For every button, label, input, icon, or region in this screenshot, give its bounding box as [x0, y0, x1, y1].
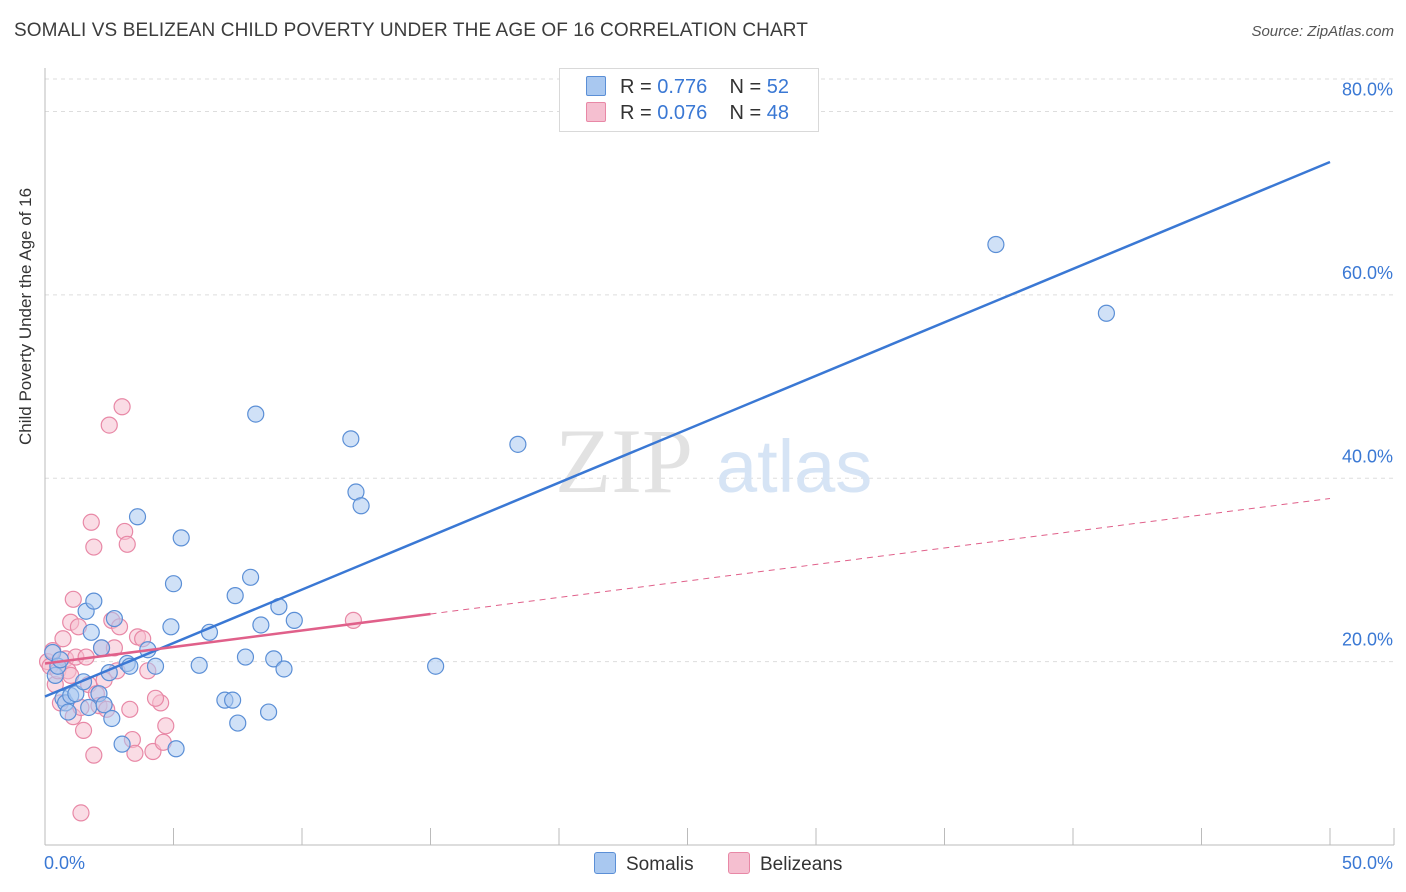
y-tick-label: 60.0% [1342, 263, 1393, 283]
belizean-legend-label: Belizeans [760, 854, 843, 875]
bottom-legend-somali: Somalis [594, 852, 694, 876]
somali-point [59, 703, 77, 721]
watermark-atlas: atlas [716, 425, 872, 508]
somali-point [113, 735, 131, 753]
somali-point [103, 709, 121, 728]
somali-point [226, 587, 244, 605]
somali-point [285, 611, 303, 629]
belizean-point [100, 416, 118, 434]
belizean-point [344, 611, 362, 629]
somali-point [82, 623, 100, 641]
somali-trend-line [44, 160, 1331, 698]
points-layer [38, 235, 1116, 822]
belizean-point [74, 721, 93, 739]
somali-point [252, 616, 270, 634]
belizean-legend-swatch [728, 852, 750, 874]
somali-point [236, 648, 255, 666]
somali-point [259, 703, 278, 721]
somali-point [229, 714, 247, 732]
belizean-trend-line [44, 612, 431, 665]
trend-layer [44, 160, 1331, 698]
belizean-swatch [586, 102, 606, 122]
somali-point [224, 691, 242, 709]
belizean-point [82, 513, 100, 531]
bottom-legend-belizean: Belizeans [728, 852, 842, 876]
somali-point [162, 618, 180, 636]
somali-point [190, 656, 208, 674]
somali-point [92, 639, 111, 657]
somali-point [85, 592, 103, 610]
somali-point [164, 575, 183, 593]
belizean-point [85, 746, 103, 764]
somali-point [172, 529, 190, 547]
somali-point [247, 405, 265, 423]
somali-swatch [586, 76, 606, 96]
stats-legend: R = 0.776 N = 52 R = 0.076 N = 48 [559, 68, 819, 132]
somali-n-label: N = [729, 76, 762, 98]
belizean-point [72, 804, 90, 822]
somali-point [95, 696, 113, 714]
belizean-point [118, 535, 136, 553]
belizean-point [126, 744, 144, 762]
source-label: Source: ZipAtlas.com [1251, 23, 1394, 40]
y-tick-label: 80.0% [1342, 80, 1393, 100]
belizean-r-value: 0.076 [657, 102, 708, 124]
axis-layer [44, 68, 1395, 846]
belizean-r-label: R = [620, 102, 652, 124]
somali-n-value: 52 [766, 76, 790, 98]
x-tick-label-min: 0.0% [44, 853, 85, 873]
x-tick-label-max: 50.0% [1342, 853, 1393, 873]
tick-label-layer: 20.0% 40.0% 60.0% 80.0% 0.0% 50.0% [44, 80, 1393, 873]
watermark: ZIP atlas [555, 410, 872, 512]
watermark-zip: ZIP [555, 410, 693, 512]
somali-legend-label: Somalis [626, 854, 694, 875]
somali-point [342, 430, 360, 448]
belizean-point [113, 398, 131, 416]
somali-r-label: R = [620, 76, 652, 98]
somali-point [80, 698, 98, 717]
belizean-n-label: N = [729, 102, 762, 124]
y-tick-label: 20.0% [1342, 630, 1393, 650]
somali-r-value: 0.776 [657, 76, 708, 98]
legend-row-belizean: R = 0.076 N = 48 [586, 102, 789, 126]
somali-legend-swatch [594, 852, 616, 874]
belizean-point [64, 590, 82, 608]
somali-point [167, 740, 185, 758]
legend-row-somali: R = 0.776 N = 52 [586, 76, 789, 100]
belizean-n-value: 48 [766, 102, 790, 124]
somali-point [105, 609, 123, 628]
somali-point [427, 657, 445, 675]
somali-point [275, 660, 293, 678]
belizean-point [146, 689, 165, 707]
somali-point [146, 657, 165, 675]
belizean-trend-line-extrapolated [430, 497, 1331, 615]
somali-point [352, 497, 370, 515]
somali-point [987, 235, 1005, 254]
somali-point [509, 435, 527, 453]
y-tick-label: 40.0% [1342, 446, 1393, 466]
y-axis-label: Child Poverty Under the Age of 16 [16, 187, 35, 445]
belizean-point [157, 717, 175, 735]
somali-point [242, 568, 260, 586]
somali-point [1097, 304, 1116, 322]
chart-title: SOMALI VS BELIZEAN CHILD POVERTY UNDER T… [14, 20, 808, 41]
somali-point [128, 508, 147, 526]
belizean-point [121, 700, 139, 718]
somali-point [67, 685, 85, 703]
somali-point [265, 650, 283, 668]
belizean-point [85, 538, 103, 556]
belizean-point [54, 630, 72, 648]
